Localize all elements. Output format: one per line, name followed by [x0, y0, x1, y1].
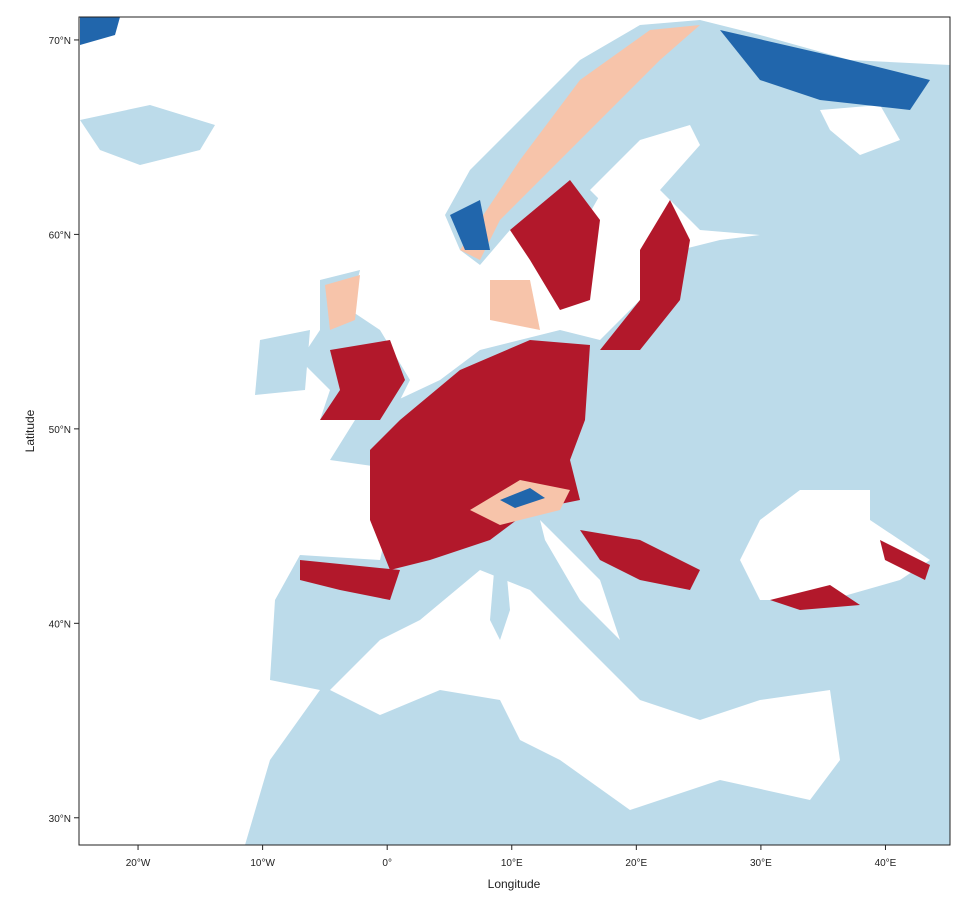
- y-tick-label: 40°N: [49, 619, 71, 630]
- x-axis-title: Longitude: [488, 877, 541, 891]
- iceland: [80, 105, 215, 165]
- x-tick-label: 10°E: [501, 858, 523, 869]
- balkans: [580, 530, 700, 590]
- y-tick-label: 60°N: [49, 230, 71, 241]
- x-tick-label: 30°E: [750, 858, 772, 869]
- central-europe: [370, 340, 590, 570]
- adriatic: [540, 520, 620, 640]
- north-spain: [300, 560, 400, 600]
- ireland: [255, 330, 310, 395]
- y-axis-title: Latitude: [23, 409, 37, 452]
- y-tick-label: 50°N: [49, 425, 71, 436]
- norway-west: [450, 200, 490, 250]
- svalbard-edge: [80, 17, 120, 45]
- baltic-states: [600, 200, 690, 350]
- north-scandinavia: [720, 30, 930, 110]
- map-layer: [80, 17, 950, 845]
- england: [320, 340, 405, 420]
- caucasus: [880, 540, 930, 580]
- corsica-sardinia: [490, 555, 510, 640]
- y-tick-label: 30°N: [49, 814, 71, 825]
- x-tick-label: 20°E: [625, 858, 647, 869]
- sweden: [510, 180, 600, 310]
- x-tick-label: 40°E: [875, 858, 897, 869]
- alps-high: [500, 488, 545, 508]
- x-tick-label: 0°: [382, 858, 392, 869]
- scotland: [325, 275, 360, 330]
- mediterranean: [330, 570, 840, 810]
- white-sea: [820, 105, 900, 155]
- anatolia-north: [770, 585, 860, 610]
- x-tick-label: 20°W: [126, 858, 151, 869]
- plot-frame: [78, 16, 951, 846]
- denmark: [490, 280, 540, 330]
- y-tick-label: 70°N: [49, 36, 71, 47]
- x-tick-label: 10°W: [250, 858, 275, 869]
- black-sea: [740, 490, 930, 600]
